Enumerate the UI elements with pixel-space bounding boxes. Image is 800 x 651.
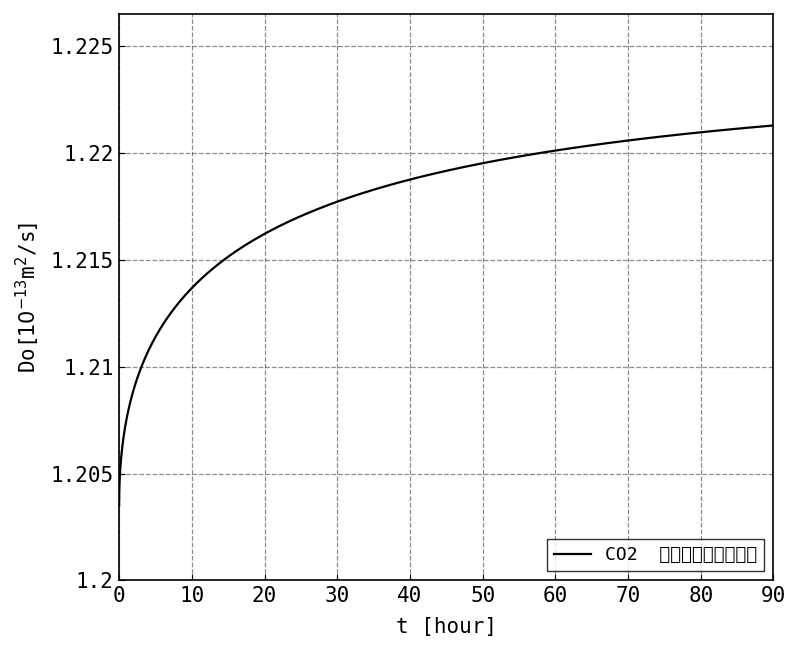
- Y-axis label: Do$\,[10^{-13}$m$^2$/s$]$: Do$\,[10^{-13}$m$^2$/s$]$: [14, 221, 42, 373]
- CO2  在油相中的扩散系数: [189, 282, 198, 290]
- Legend: CO2  在油相中的扩散系数: CO2 在油相中的扩散系数: [547, 539, 765, 572]
- CO2  在油相中的扩散系数: [394, 179, 403, 187]
- CO2  在油相中的扩散系数: [686, 130, 695, 137]
- X-axis label: t [hour]: t [hour]: [396, 617, 497, 637]
- CO2  在油相中的扩散系数: [769, 122, 778, 130]
- CO2  在油相中的扩散系数: [756, 122, 766, 130]
- CO2  在油相中的扩散系数: [366, 187, 375, 195]
- Line: CO2  在油相中的扩散系数: CO2 在油相中的扩散系数: [119, 126, 774, 506]
- CO2  在油相中的扩散系数: [114, 502, 124, 510]
- CO2  在油相中的扩散系数: [228, 250, 238, 258]
